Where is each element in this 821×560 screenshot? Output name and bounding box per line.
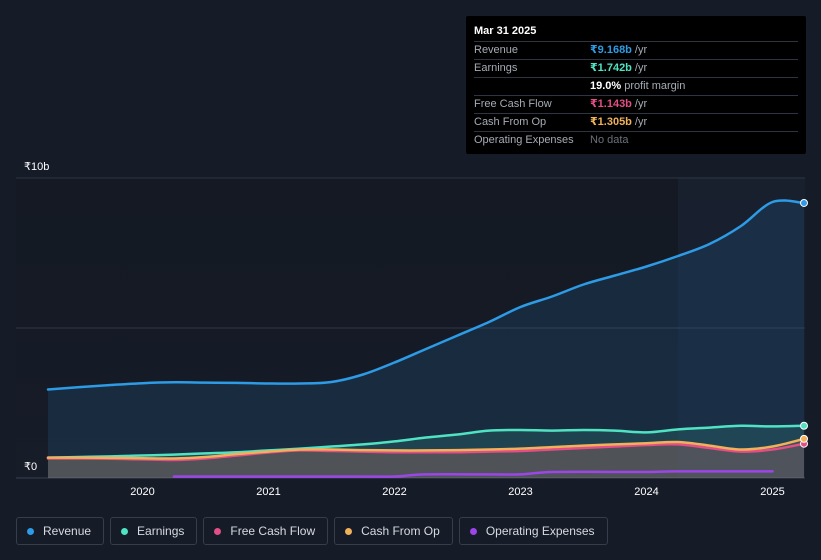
tooltip-value: ₹1.742b	[590, 62, 632, 74]
legend-item-cash-from-op[interactable]: Cash From Op	[334, 517, 453, 545]
line-free-cash-flow	[46, 442, 806, 462]
tooltip-row-profit-margin: 19.0% profit margin	[474, 78, 798, 96]
legend-item-revenue[interactable]: Revenue	[16, 517, 105, 545]
tooltip-unit: profit margin	[624, 80, 686, 92]
legend-label: Revenue	[43, 524, 92, 538]
end-dot-layer	[800, 198, 808, 448]
tooltip-label: Free Cash Flow	[474, 98, 552, 110]
tooltip-row-cash-from-op: Cash From Op ₹1.305b /yr	[474, 114, 798, 132]
x-tick-label-2023: 2023	[508, 486, 532, 498]
tooltip-value: No data	[590, 134, 629, 146]
legend-label: Earnings	[137, 524, 185, 538]
legend-item-earnings[interactable]: Earnings	[110, 517, 198, 545]
tooltip-unit: /yr	[634, 98, 648, 110]
tooltip-value: ₹1.305b	[590, 116, 632, 128]
end-point-earnings	[800, 421, 808, 430]
tooltip-unit: /yr	[634, 62, 648, 74]
x-tick-label-2022: 2022	[382, 486, 406, 498]
legend-label: Free Cash Flow	[230, 524, 316, 538]
legend-label: Operating Expenses	[485, 524, 595, 538]
grid-layer	[16, 177, 805, 479]
y-tick-label-0: ₹10b	[24, 161, 49, 173]
legend-dot-icon	[121, 527, 129, 535]
area-revenue	[48, 200, 804, 478]
tooltip-row-free-cash-flow: Free Cash Flow ₹1.143b /yr	[474, 96, 798, 114]
x-tick-label-2020: 2020	[130, 486, 154, 498]
tooltip-unit: /yr	[634, 116, 648, 128]
end-point-cash-from-op	[800, 434, 808, 443]
legend-dot-icon	[214, 527, 222, 535]
end-point-revenue	[800, 198, 808, 207]
line-operating-expenses	[172, 470, 774, 478]
chart: ₹10b ₹0 2020 2021 2022 2023 2024 2025	[16, 161, 808, 498]
x-tick-label-2024: 2024	[634, 486, 658, 498]
x-tick-label-2025: 2025	[760, 486, 784, 498]
x-tick-label-2021: 2021	[256, 486, 280, 498]
line-revenue	[46, 199, 806, 391]
legend-item-free-cash-flow[interactable]: Free Cash Flow	[203, 517, 329, 545]
tooltip-value: 19.0%	[590, 80, 622, 92]
tooltip-row-operating-expenses: Operating Expenses No data	[474, 132, 798, 149]
axis-layer: ₹10b ₹0 2020 2021 2022 2023 2024 2025	[24, 161, 785, 498]
tooltip-row-revenue: Revenue ₹9.168b /yr	[474, 42, 798, 60]
tooltip-label: Revenue	[474, 44, 519, 56]
line-cash-from-op	[46, 437, 806, 460]
legend: Revenue Earnings Free Cash Flow Cash Fro…	[16, 517, 608, 545]
line-layer	[46, 199, 806, 478]
tooltip-label	[474, 78, 590, 95]
tooltip-row-earnings: Earnings ₹1.742b /yr	[474, 60, 798, 78]
legend-dot-icon	[27, 527, 34, 535]
legend-item-operating-expenses[interactable]: Operating Expenses	[458, 517, 608, 545]
area-free-cash-flow	[48, 443, 804, 478]
line-earnings	[46, 424, 806, 459]
tooltip-value: ₹1.143b	[590, 98, 632, 110]
tooltip-label: Operating Expenses	[474, 134, 574, 146]
tooltip-value: ₹9.168b	[590, 44, 632, 56]
legend-dot-icon	[469, 527, 477, 535]
tooltip-label: Earnings	[474, 62, 518, 74]
y-tick-label-1: ₹0	[24, 461, 37, 473]
legend-label: Cash From Op	[361, 524, 440, 538]
tooltip-label: Cash From Op	[474, 116, 547, 128]
tooltip-unit: /yr	[634, 44, 648, 56]
tooltip: Mar 31 2025 Revenue ₹9.168b /yr Earnings…	[466, 16, 806, 154]
area-cash-from-op	[48, 438, 804, 478]
tooltip-date: Mar 31 2025	[474, 24, 798, 42]
legend-dot-icon	[345, 527, 353, 535]
